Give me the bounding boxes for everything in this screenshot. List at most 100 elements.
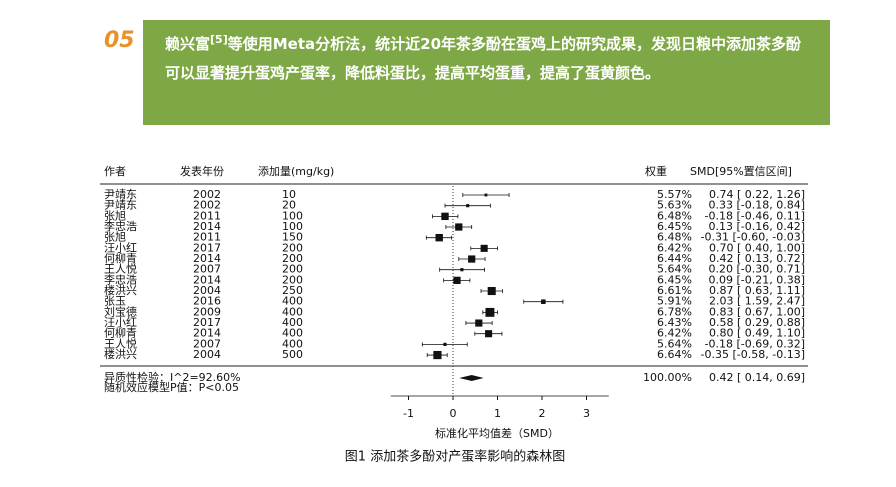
- year: 2011: [193, 209, 221, 222]
- dose: 400: [282, 295, 303, 308]
- summary-diamond: [459, 375, 484, 381]
- ci-label: -0.18 [-0.46, 0.11]: [705, 209, 806, 222]
- weight-label: 5.64%: [657, 337, 692, 350]
- header-text: 赖兴富[5]等使用Meta分析法，统计近20年茶多酚在蛋鸡上的研究成果，发现日粮…: [165, 30, 805, 88]
- ci-label: 0.13 [-0.16, 0.42]: [708, 220, 805, 233]
- effect-square: [485, 330, 493, 338]
- dose: 20: [282, 199, 296, 212]
- p-value: 随机效应模型P值：P<0.05: [104, 380, 239, 394]
- weight-label: 6.45%: [657, 220, 692, 233]
- effect-square: [485, 307, 495, 317]
- effect-square: [484, 193, 488, 197]
- effect-square: [480, 244, 488, 252]
- author: 楼洪兴: [104, 283, 137, 297]
- weight-label: 6.48%: [657, 209, 692, 222]
- ci-label: -0.31 [-0.60, -0.03]: [701, 231, 805, 244]
- dose: 200: [282, 273, 303, 286]
- col-header: 作者: [104, 165, 126, 178]
- x-tick-label: 3: [583, 407, 590, 420]
- col-header: 发表年份: [180, 164, 224, 178]
- summary-ci: 0.42 [ 0.14, 0.69]: [709, 371, 805, 384]
- effect-square: [443, 342, 447, 346]
- ci-label: -0.18 [-0.69, 0.32]: [705, 337, 806, 350]
- dose: 400: [282, 327, 303, 340]
- effect-square: [466, 204, 470, 208]
- ci-label: 0.33 [-0.18, 0.84]: [708, 199, 805, 212]
- dose: 200: [282, 263, 303, 276]
- author: 王人悦: [104, 262, 137, 276]
- weight-label: 6.61%: [657, 284, 692, 297]
- author: 张玉: [104, 295, 126, 308]
- year: 2016: [193, 295, 221, 308]
- dose: 400: [282, 316, 303, 329]
- year: 2017: [193, 241, 221, 254]
- author: 李忠浩: [104, 272, 137, 286]
- year: 2009: [193, 305, 221, 318]
- year: 2007: [193, 337, 221, 350]
- weight-label: 6.45%: [657, 273, 692, 286]
- author: 赖兴富: [165, 35, 211, 53]
- author: 汪小红: [104, 316, 137, 329]
- col-header: 添加量(mg/kg): [258, 164, 334, 178]
- author: 张旭: [104, 230, 126, 244]
- author: 汪小红: [104, 241, 137, 254]
- year: 2014: [193, 252, 221, 265]
- author: 张旭: [104, 208, 126, 222]
- year: 2014: [193, 327, 221, 340]
- year: 2004: [193, 284, 221, 297]
- author: 楼洪兴: [104, 347, 137, 361]
- weight-label: 6.78%: [657, 305, 692, 318]
- dose: 200: [282, 241, 303, 254]
- effect-square: [441, 212, 449, 221]
- ci-label: 0.20 [-0.30, 0.71]: [708, 263, 805, 276]
- x-tick-label: -1: [403, 407, 414, 420]
- effect-square: [460, 268, 464, 272]
- author: 王人悦: [104, 336, 137, 350]
- caption: 图1 添加茶多酚对产蛋率影响的森林图: [345, 449, 565, 465]
- effect-square: [487, 287, 496, 296]
- weight-label: 6.42%: [657, 327, 692, 340]
- effect-square: [468, 255, 476, 263]
- ci-label: 0.09 [-0.21, 0.38]: [708, 273, 805, 286]
- ci-label: 0.83 [ 0.67, 1.00]: [709, 305, 805, 318]
- year: 2007: [193, 263, 221, 276]
- year: 2004: [193, 348, 221, 361]
- ci-label: 0.80 [ 0.49, 1.10]: [709, 327, 805, 340]
- ci-label: 0.70 [ 0.40, 1.00]: [709, 241, 805, 254]
- year: 2002: [193, 188, 221, 201]
- effect-square: [435, 233, 443, 242]
- year: 2014: [193, 273, 221, 286]
- x-tick-label: 2: [539, 407, 546, 420]
- effect-square: [455, 223, 463, 231]
- dose: 400: [282, 337, 303, 350]
- x-tick-label: 1: [494, 407, 501, 420]
- summary-weight: 100.00%: [643, 371, 692, 384]
- col-header: SMD[95%置信区间]: [690, 165, 792, 178]
- ci-label: -0.35 [-0.58, -0.13]: [701, 348, 805, 361]
- dose: 400: [282, 305, 303, 318]
- weight-label: 6.43%: [657, 316, 692, 329]
- author: 刘宝德: [104, 304, 137, 318]
- weight-label: 6.42%: [657, 241, 692, 254]
- slide-number: 05: [104, 28, 135, 53]
- author: 何柳青: [104, 251, 137, 265]
- year: 2011: [193, 231, 221, 244]
- heterogeneity: 异质性检验：I^2=92.60%: [104, 370, 241, 384]
- author: 何柳青: [104, 326, 137, 340]
- dose: 250: [282, 284, 303, 297]
- dose: 500: [282, 348, 303, 361]
- effect-square: [453, 276, 461, 284]
- dose: 150: [282, 231, 303, 244]
- weight-label: 6.48%: [657, 231, 692, 244]
- x-axis-label: 标准化平均值差（SMD）: [435, 426, 559, 440]
- effect-square: [541, 299, 546, 304]
- effect-square: [475, 319, 483, 327]
- dose: 100: [282, 209, 303, 222]
- weight-label: 5.57%: [657, 188, 692, 201]
- weight-label: 6.44%: [657, 252, 692, 265]
- dose: 200: [282, 252, 303, 265]
- header-band: 赖兴富[5]等使用Meta分析法，统计近20年茶多酚在蛋鸡上的研究成果，发现日粮…: [143, 20, 830, 125]
- weight-label: 5.91%: [657, 295, 692, 308]
- citation: [5]: [210, 33, 228, 46]
